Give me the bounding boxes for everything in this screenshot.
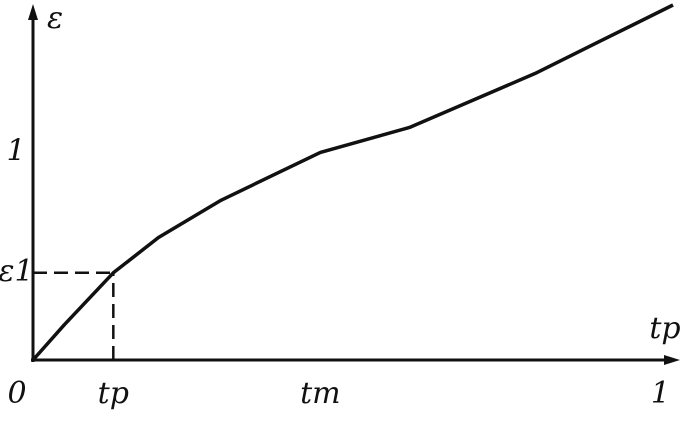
y-tick-label: ε1 xyxy=(0,254,34,289)
x-tick-label: tm xyxy=(300,376,341,411)
x-tick-label: tp xyxy=(98,376,129,411)
x-tick-label: 1 xyxy=(651,376,670,411)
x-axis-label: tp xyxy=(649,311,680,346)
x-tick-label: 0 xyxy=(7,376,26,411)
y-axis-arrow xyxy=(28,4,38,20)
x-axis-arrow xyxy=(664,355,680,365)
y-tick-label: 1 xyxy=(6,133,25,168)
y-axis-label: ε xyxy=(47,1,63,36)
curve xyxy=(31,3,674,362)
